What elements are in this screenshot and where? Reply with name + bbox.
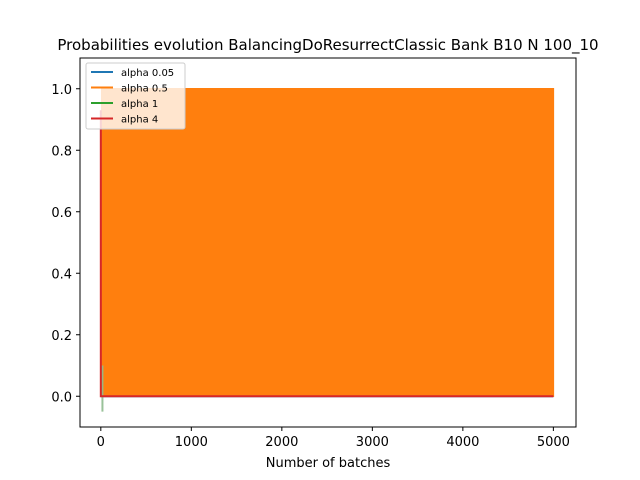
y-tick-label: 0.6 — [51, 206, 72, 221]
x-tick-label: 5000 — [537, 435, 570, 450]
y-tick-label: 0.0 — [51, 390, 72, 405]
x-tick-label: 3000 — [356, 435, 389, 450]
series-area-alpha-0.5 — [100, 88, 555, 397]
y-tick-label: 0.2 — [51, 329, 72, 344]
legend-entry-label: alpha 4 — [121, 115, 158, 126]
x-tick-label: 4000 — [446, 435, 479, 450]
y-tick-label: 0.8 — [51, 144, 72, 159]
x-axis-label: Number of batches — [266, 456, 391, 471]
legend-entry-label: alpha 0.5 — [121, 84, 168, 95]
y-tick-label: 1.0 — [51, 83, 72, 98]
plot-frame — [79, 57, 577, 428]
legend: alpha 0.05 alpha 0.5 alpha 1 alpha 4 — [85, 62, 186, 130]
series-line-alpha-4 — [99, 110, 554, 398]
x-tick-label: 0 — [97, 435, 105, 450]
y-tick-label: 0.4 — [51, 267, 72, 282]
plot-area — [99, 88, 555, 412]
legend-entry-label: alpha 0.05 — [121, 68, 174, 79]
chart-title: Probabilities evolution BalancingDoResur… — [57, 36, 598, 55]
x-tick-label: 1000 — [175, 435, 208, 450]
x-tick-label: 2000 — [265, 435, 298, 450]
legend-box — [85, 62, 186, 130]
legend-entry-label: alpha 1 — [121, 99, 158, 110]
y-axis-ticks: 0.0 0.2 0.4 0.6 0.8 1.0 — [51, 83, 80, 405]
x-axis-ticks: 0 1000 2000 3000 4000 5000 — [97, 427, 570, 450]
